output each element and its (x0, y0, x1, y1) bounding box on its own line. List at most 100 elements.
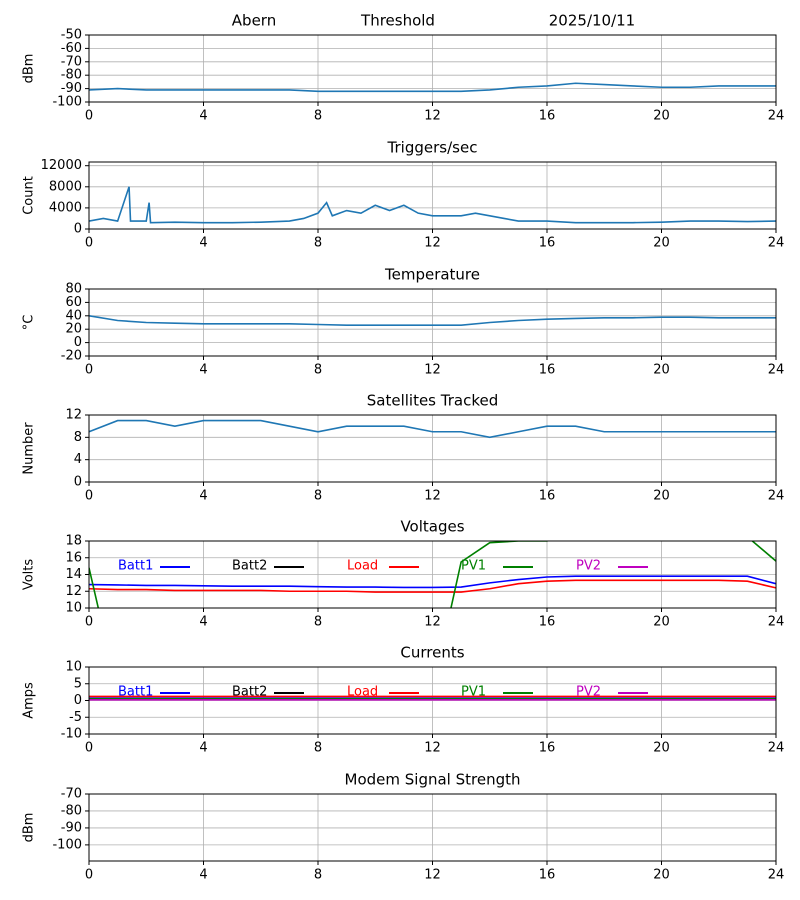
panel: Modem Signal Strength dBm 0 4 8 12 16 20 24 -100 -… (22, 771, 785, 883)
plot-area (89, 419, 776, 439)
y-tick-label: -70 (61, 787, 82, 802)
y-tick-label: 0 (74, 335, 82, 350)
panel: Satellites Tracked Number 0 4 8 12 16 20 24 0 4 8 12 (22, 392, 785, 504)
x-tick-label: 0 (85, 868, 93, 883)
data-line (89, 186, 776, 224)
legend-label: Load (347, 559, 378, 574)
x-tick-label: 4 (199, 236, 207, 251)
x-tick-label: 0 (85, 489, 93, 504)
chart-title: Satellites Tracked (367, 392, 498, 410)
x-tick-label: 20 (653, 868, 670, 883)
x-tick-label: 12 (424, 236, 441, 251)
y-axis-label: °C (22, 315, 37, 331)
data-line (89, 315, 776, 326)
x-tick-label: 16 (539, 363, 556, 378)
y-tick-label: 80 (65, 282, 82, 297)
y-axis-label: dBm (22, 54, 37, 84)
x-tick-label: 8 (314, 741, 322, 756)
x-tick-label: 24 (768, 236, 785, 251)
axes-frame (88, 666, 777, 735)
x-tick-label: 16 (539, 615, 556, 630)
axes-frame (88, 414, 777, 483)
y-tick-label: -90 (61, 820, 82, 835)
chart-title: Temperature (384, 266, 480, 284)
x-tick-label: 4 (199, 363, 207, 378)
x-tick-label: 8 (314, 615, 322, 630)
data-line (89, 82, 776, 93)
y-tick-label: 8000 (49, 179, 82, 194)
x-tick-label: 8 (314, 868, 322, 883)
data-line (89, 575, 776, 589)
y-tick-label: -20 (61, 349, 82, 364)
plot-area (89, 695, 776, 701)
chart-title: Currents (400, 644, 464, 662)
data-line (89, 579, 776, 593)
x-tick-label: 16 (539, 741, 556, 756)
x-tick-label: 16 (539, 489, 556, 504)
y-tick-label: -50 (61, 28, 82, 43)
y-tick-label: -70 (61, 54, 82, 69)
x-tick-label: 4 (199, 741, 207, 756)
x-tick-label: 12 (424, 615, 441, 630)
y-axis-label: Number (22, 422, 37, 475)
y-tick-label: 14 (65, 567, 82, 582)
y-tick-label: 0 (74, 222, 82, 237)
plot-area (89, 82, 776, 93)
x-tick-label: 4 (199, 615, 207, 630)
x-tick-label: 8 (314, 236, 322, 251)
x-tick-label: 0 (85, 109, 93, 124)
legend-label: PV2 (576, 685, 601, 700)
y-tick-label: 0 (74, 475, 82, 490)
x-tick-label: 0 (85, 615, 93, 630)
x-tick-label: 20 (653, 109, 670, 124)
y-tick-label: 4 (74, 452, 82, 467)
x-tick-label: 8 (314, 489, 322, 504)
x-tick-label: 0 (85, 741, 93, 756)
panel: Abern Threshold 2025/10/11 dBm 0 4 8 12 16 20 24 -1… (22, 12, 785, 124)
y-tick-label: 60 (65, 295, 82, 310)
x-tick-label: 0 (85, 236, 93, 251)
x-tick-label: 24 (768, 615, 785, 630)
y-tick-label: 20 (65, 322, 82, 337)
x-tick-label: 24 (768, 489, 785, 504)
x-tick-label: 12 (424, 741, 441, 756)
x-tick-label: 8 (314, 363, 322, 378)
y-tick-label: -100 (52, 95, 82, 110)
x-tick-label: 20 (653, 615, 670, 630)
x-tick-label: 4 (199, 109, 207, 124)
y-axis-label: dBm (22, 813, 37, 843)
chart-title: Voltages (400, 518, 464, 536)
x-tick-label: 4 (199, 489, 207, 504)
x-tick-label: 24 (768, 741, 785, 756)
y-tick-label: 4000 (49, 200, 82, 215)
legend-label: Batt1 (118, 559, 153, 574)
y-axis-label: Amps (22, 682, 37, 719)
chart-title: Threshold (360, 12, 435, 30)
x-tick-label: 4 (199, 868, 207, 883)
y-tick-label: 5 (74, 676, 82, 691)
legend-label: PV2 (576, 559, 601, 574)
x-tick-label: 16 (539, 236, 556, 251)
plot-area (89, 186, 776, 224)
y-axis-label: Count (22, 176, 37, 215)
y-tick-label: -60 (61, 41, 82, 56)
chart-title: Modem Signal Strength (345, 771, 521, 789)
y-tick-label: 40 (65, 308, 82, 323)
y-tick-label: 12 (65, 584, 82, 599)
x-tick-label: 0 (85, 363, 93, 378)
y-tick-label: 16 (65, 550, 82, 565)
x-tick-label: 12 (424, 109, 441, 124)
y-tick-label: 0 (74, 693, 82, 708)
axes-frame (88, 161, 777, 230)
y-tick-label: 8 (74, 430, 82, 445)
x-tick-label: 16 (539, 109, 556, 124)
x-tick-label: 12 (424, 489, 441, 504)
x-tick-label: 24 (768, 363, 785, 378)
y-tick-label: -80 (61, 68, 82, 83)
panel: Triggers/sec Count 0 4 8 12 16 20 24 0 4000 8000 120… (22, 139, 785, 251)
y-tick-label: -10 (61, 727, 82, 742)
legend-label: Batt1 (118, 685, 153, 700)
x-tick-label: 20 (653, 236, 670, 251)
x-tick-label: 24 (768, 868, 785, 883)
